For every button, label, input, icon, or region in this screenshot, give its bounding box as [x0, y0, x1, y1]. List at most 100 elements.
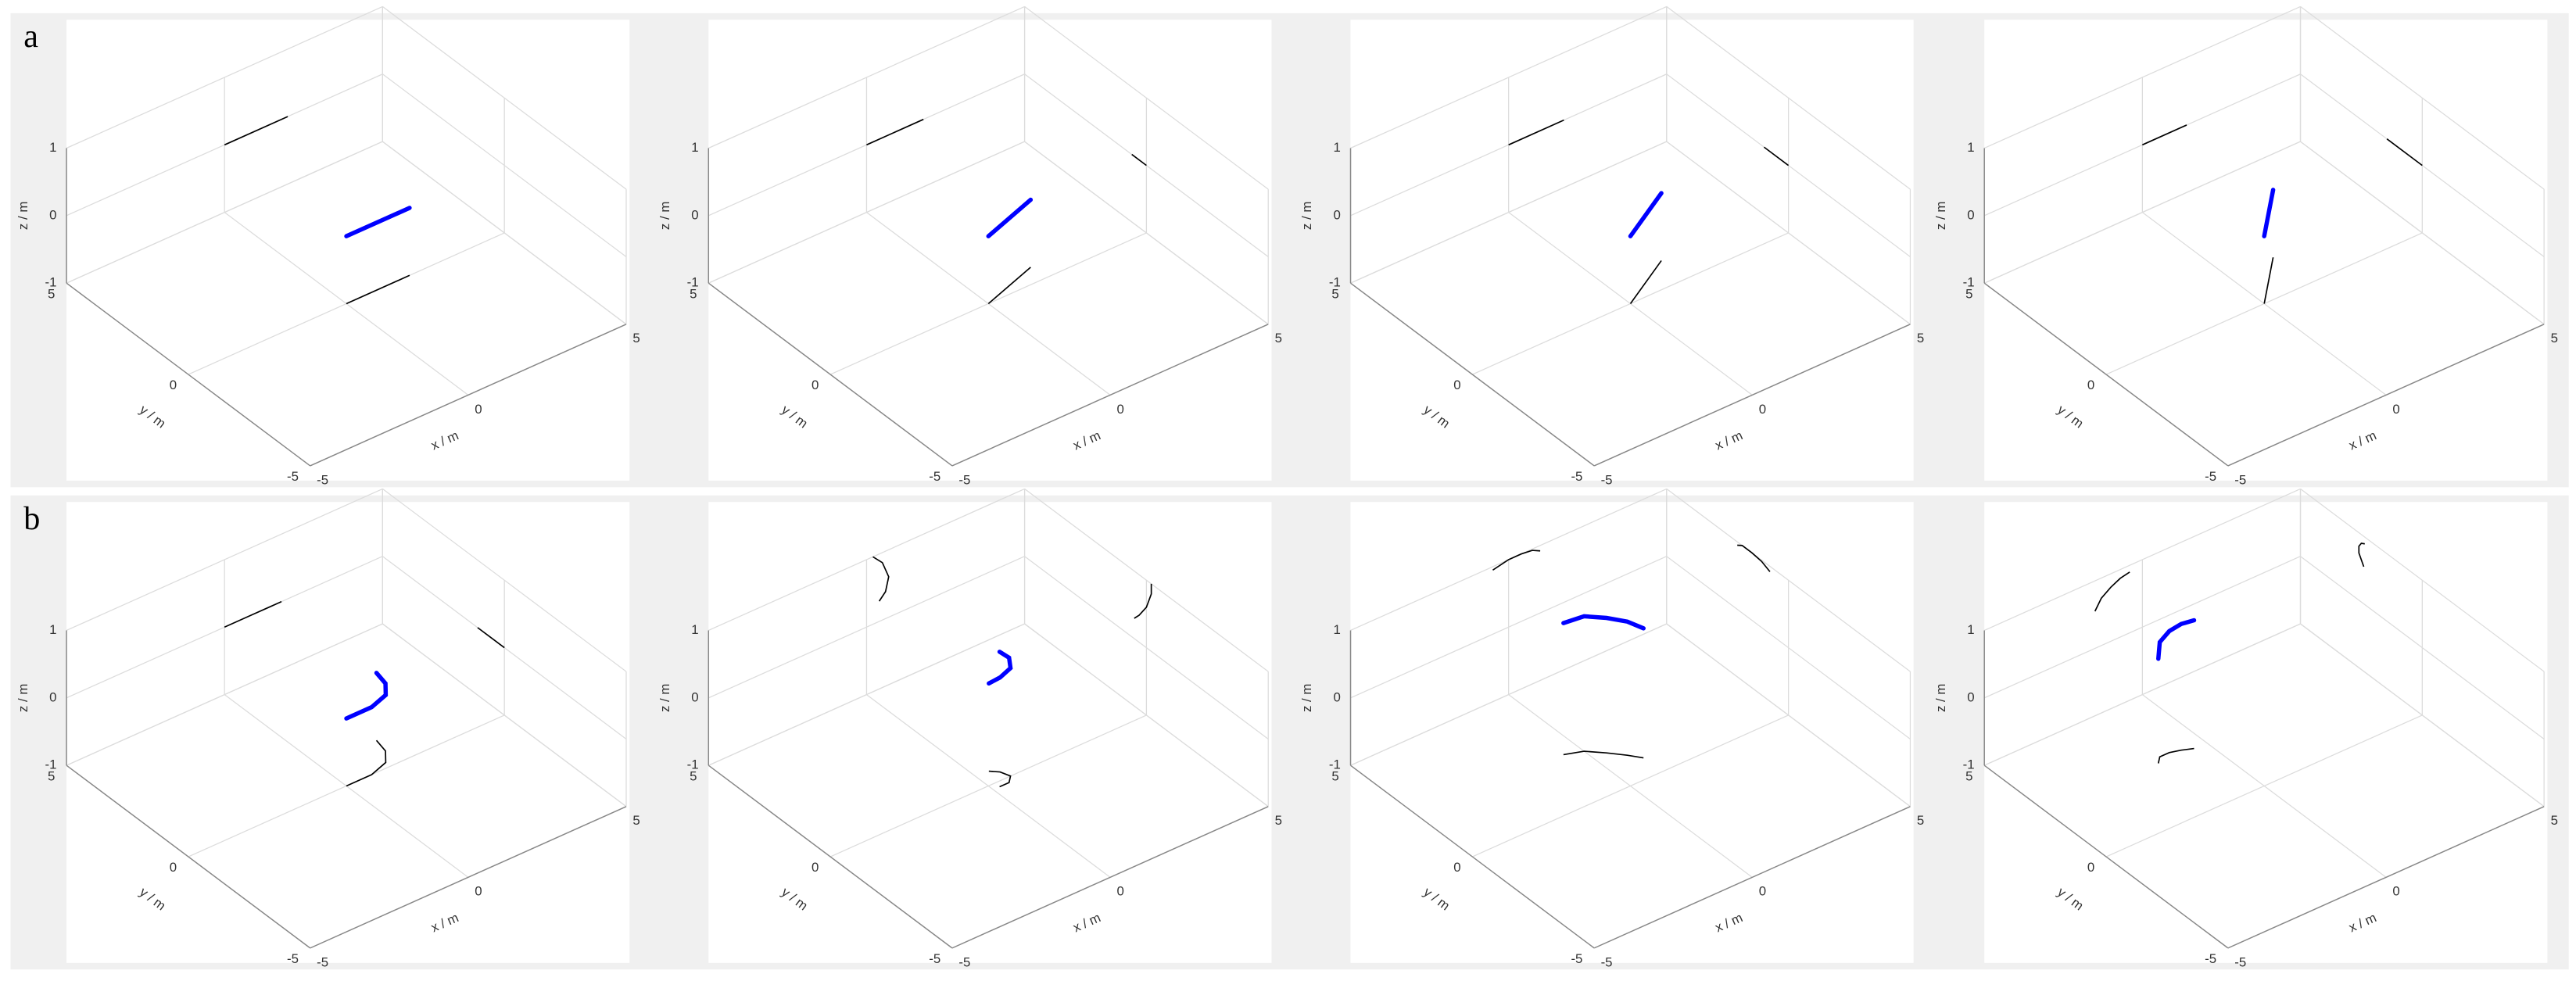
z-tick-label: -1	[1329, 275, 1341, 290]
grid-line	[1666, 556, 1911, 739]
z-tick-label: -1	[687, 757, 699, 772]
x-tick-label: 5	[1275, 331, 1282, 345]
plot-area	[1350, 502, 1914, 963]
grid-line	[382, 5, 627, 190]
y-tick-label: 5	[1331, 768, 1338, 783]
side-wall-projection	[1763, 146, 1790, 166]
trajectory	[2156, 618, 2197, 661]
x-axis	[1593, 806, 1911, 949]
x-tick-label: 0	[475, 884, 482, 899]
z-tick-label: 1	[1334, 140, 1341, 155]
x-tick-label: 5	[2551, 331, 2558, 345]
z-axis-label: z / m	[16, 684, 30, 712]
x-tick-label: -5	[1601, 954, 1613, 969]
grid-line	[829, 714, 1147, 857]
y-axis	[1350, 764, 1595, 949]
y-tick-label: -5	[2205, 951, 2216, 966]
floor-projection	[346, 739, 387, 787]
grid-line	[1983, 5, 2301, 149]
x-tick-label: 5	[2551, 813, 2558, 828]
z-axis-label: z / m	[1933, 684, 1948, 712]
trajectory	[344, 206, 412, 238]
grid-line	[1350, 623, 1668, 766]
grid-line	[66, 488, 383, 632]
z-axis-label: z / m	[1299, 684, 1314, 712]
y-tick-label: 5	[690, 286, 697, 301]
y-axis	[1983, 282, 2229, 467]
grid-line	[1983, 488, 2301, 632]
x-tick-label: -5	[2234, 472, 2246, 487]
z-axis-label: z / m	[1933, 202, 1948, 230]
y-tick-label: 5	[1331, 286, 1338, 301]
y-tick-label: 5	[690, 768, 697, 783]
grid-line	[1024, 488, 1269, 672]
z-tick-label: -1	[45, 757, 56, 772]
trajectory	[2262, 188, 2276, 238]
z-tick-label: -1	[687, 275, 699, 290]
z-tick-label: 0	[691, 689, 698, 704]
z-axis-label: z / m	[1299, 202, 1314, 230]
grid-line	[2105, 714, 2423, 857]
z-tick-label: -1	[1329, 757, 1341, 772]
y-tick-label: 5	[48, 768, 55, 783]
x-axis	[1593, 324, 1911, 467]
plot-area	[708, 502, 1272, 963]
y-tick-label: 0	[2087, 860, 2094, 875]
floor-projection	[2263, 257, 2274, 304]
y-axis	[708, 764, 953, 949]
z-tick-label: 0	[1967, 207, 1974, 222]
grid-line	[1666, 141, 1911, 325]
y-axis	[708, 282, 953, 467]
x-tick-label: -5	[958, 954, 970, 969]
y-tick-label: 0	[811, 860, 819, 875]
floor-projection	[2157, 747, 2194, 764]
plot-area	[1984, 20, 2548, 481]
y-tick-label: 0	[1453, 378, 1460, 392]
panel-letter: a	[23, 18, 38, 55]
z-tick-label: 1	[1967, 622, 1974, 637]
grid-line	[382, 73, 627, 257]
back-wall-projection	[224, 116, 288, 146]
y-axis	[1350, 282, 1595, 467]
z-axis-label: z / m	[657, 684, 672, 712]
grid-line	[708, 556, 1025, 699]
grid-line	[1983, 623, 2301, 766]
x-tick-label: 5	[1917, 331, 1924, 345]
grid-line	[1024, 5, 1269, 190]
side-wall-projection	[1134, 583, 1152, 619]
grid-line	[2300, 488, 2545, 672]
plot-area	[708, 20, 1272, 481]
grid-line	[1024, 141, 1269, 325]
plot-area	[1350, 20, 1914, 481]
floor-projection	[1563, 750, 1644, 759]
y-tick-label: -5	[929, 951, 940, 966]
y-tick-label: 5	[1965, 768, 1972, 783]
floor-projection	[346, 274, 410, 305]
z-tick-label: 0	[691, 207, 698, 222]
x-tick-label: 0	[2392, 884, 2399, 899]
floor-projection	[1629, 260, 1662, 304]
z-tick-label: 1	[49, 140, 56, 155]
y-tick-label: -5	[287, 469, 299, 484]
x-axis	[310, 324, 627, 467]
z-tick-label: 0	[1334, 207, 1341, 222]
z-tick-label: 0	[1334, 689, 1341, 704]
y-tick-label: 0	[811, 378, 819, 392]
x-tick-label: 5	[1275, 813, 1282, 828]
x-axis	[951, 324, 1269, 467]
z-tick-label: -1	[45, 275, 56, 290]
plot-area	[66, 20, 630, 481]
grid-line	[2300, 5, 2545, 190]
y-tick-label: -5	[1571, 469, 1582, 484]
side-wall-projection	[1131, 153, 1147, 166]
z-tick-label: 0	[49, 207, 56, 222]
x-tick-label: 0	[1759, 884, 1766, 899]
y-tick-label: -5	[1571, 951, 1582, 966]
x-tick-label: 0	[475, 402, 482, 417]
grid-line	[1983, 556, 2301, 699]
